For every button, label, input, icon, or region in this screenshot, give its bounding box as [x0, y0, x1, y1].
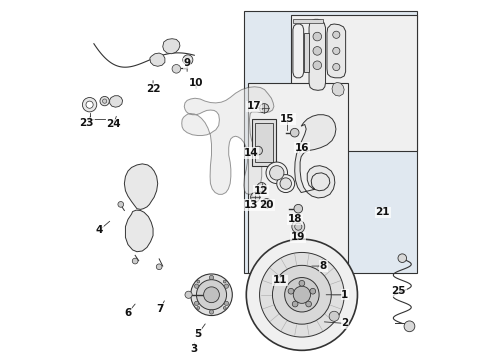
Polygon shape — [331, 82, 344, 96]
Circle shape — [253, 146, 262, 155]
Circle shape — [332, 63, 339, 71]
Text: 7: 7 — [156, 304, 163, 314]
Circle shape — [223, 306, 225, 309]
Bar — [304, 33, 308, 72]
Circle shape — [276, 175, 294, 193]
Text: 12: 12 — [253, 186, 267, 196]
Circle shape — [280, 178, 291, 189]
Polygon shape — [308, 19, 325, 90]
Text: 17: 17 — [246, 102, 261, 112]
Polygon shape — [292, 24, 303, 78]
Circle shape — [305, 301, 311, 307]
Text: 9: 9 — [183, 58, 190, 68]
Text: 24: 24 — [106, 120, 121, 129]
Text: 16: 16 — [294, 143, 308, 153]
Circle shape — [257, 183, 266, 192]
Circle shape — [250, 193, 260, 202]
Text: 11: 11 — [273, 275, 287, 285]
Bar — [254, 123, 273, 162]
Circle shape — [292, 301, 297, 307]
Polygon shape — [149, 53, 164, 66]
Text: 2: 2 — [341, 319, 348, 328]
Circle shape — [102, 99, 106, 103]
Circle shape — [184, 291, 192, 298]
Circle shape — [190, 274, 232, 316]
Circle shape — [397, 254, 406, 262]
Circle shape — [209, 275, 213, 280]
Circle shape — [172, 64, 180, 73]
Text: 20: 20 — [259, 200, 273, 210]
Circle shape — [223, 280, 225, 283]
Text: 10: 10 — [188, 78, 203, 88]
Circle shape — [203, 287, 219, 303]
Polygon shape — [326, 24, 345, 78]
Circle shape — [312, 61, 321, 69]
Text: 23: 23 — [79, 118, 94, 128]
Text: 19: 19 — [290, 232, 305, 242]
Circle shape — [197, 306, 199, 309]
Circle shape — [224, 284, 228, 288]
Circle shape — [328, 311, 339, 321]
Bar — [292, 19, 323, 23]
Text: 8: 8 — [319, 261, 326, 271]
Circle shape — [183, 55, 192, 65]
Circle shape — [293, 286, 310, 303]
Text: 3: 3 — [190, 343, 198, 354]
Text: 21: 21 — [375, 207, 389, 217]
Circle shape — [265, 162, 287, 184]
Circle shape — [82, 98, 97, 112]
Circle shape — [291, 220, 304, 233]
Circle shape — [196, 280, 226, 310]
Text: 25: 25 — [391, 286, 405, 296]
Circle shape — [312, 32, 321, 41]
Bar — [251, 119, 276, 166]
Circle shape — [259, 252, 344, 337]
Polygon shape — [182, 87, 273, 194]
Circle shape — [309, 288, 315, 294]
Polygon shape — [125, 210, 153, 252]
Circle shape — [293, 204, 302, 213]
Polygon shape — [124, 164, 158, 210]
Bar — [247, 83, 348, 273]
Circle shape — [332, 31, 339, 39]
Circle shape — [197, 280, 199, 283]
Circle shape — [156, 264, 162, 270]
Circle shape — [194, 284, 198, 288]
Circle shape — [132, 258, 138, 264]
Circle shape — [246, 239, 357, 350]
Text: 14: 14 — [243, 148, 258, 158]
Circle shape — [209, 310, 213, 314]
Circle shape — [294, 223, 301, 230]
Circle shape — [224, 301, 228, 306]
Bar — [290, 15, 416, 151]
Circle shape — [298, 280, 304, 286]
Text: 15: 15 — [280, 114, 294, 124]
Text: 18: 18 — [287, 215, 301, 224]
Bar — [244, 12, 416, 273]
Circle shape — [403, 321, 414, 332]
Text: 6: 6 — [124, 308, 131, 318]
Circle shape — [272, 265, 330, 324]
Text: 13: 13 — [243, 200, 258, 210]
Circle shape — [262, 199, 271, 208]
Text: 4: 4 — [95, 225, 103, 235]
Polygon shape — [163, 39, 180, 54]
Circle shape — [284, 278, 319, 312]
Text: 22: 22 — [145, 84, 160, 94]
Text: 5: 5 — [194, 329, 201, 339]
Circle shape — [287, 288, 293, 294]
Circle shape — [312, 46, 321, 55]
Circle shape — [86, 101, 93, 108]
Polygon shape — [294, 115, 335, 198]
Circle shape — [259, 104, 268, 113]
Polygon shape — [109, 96, 122, 107]
Circle shape — [269, 166, 284, 180]
Circle shape — [290, 129, 298, 137]
Circle shape — [118, 202, 123, 207]
Circle shape — [100, 96, 109, 106]
Circle shape — [332, 47, 339, 54]
Text: 1: 1 — [341, 290, 348, 300]
Circle shape — [194, 301, 198, 306]
